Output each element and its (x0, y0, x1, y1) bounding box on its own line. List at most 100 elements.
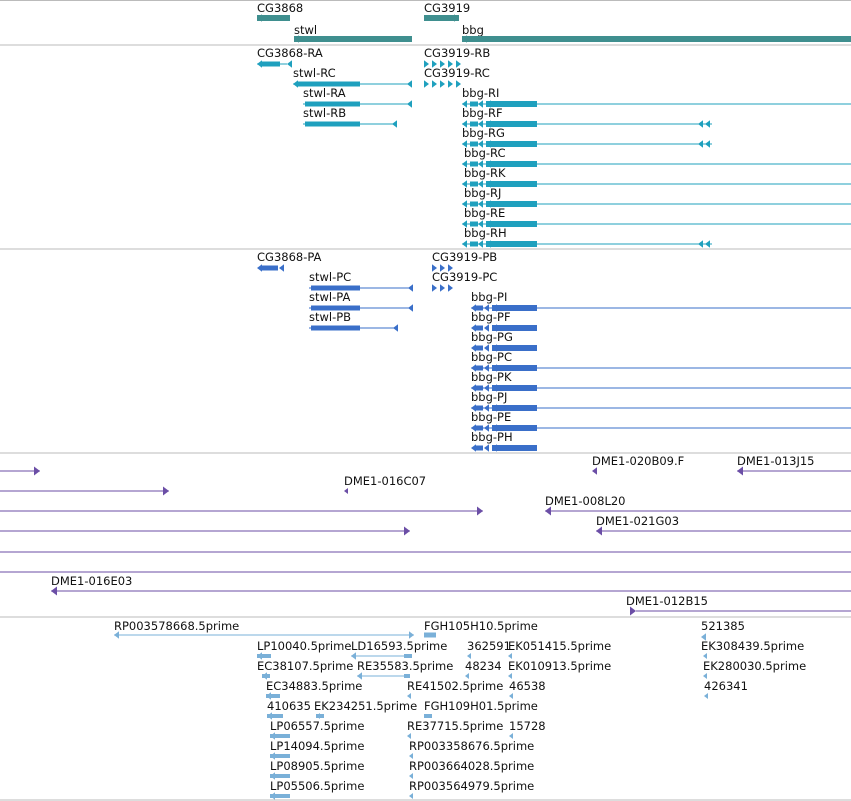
transcript-label: bbg-RJ (464, 186, 501, 200)
transcript-arrow (432, 80, 437, 88)
transcript-arrow (705, 240, 710, 248)
est-label: 15728 (509, 719, 546, 733)
est-arrow (270, 732, 275, 740)
transcript-arrow (440, 80, 445, 88)
transcript-label: CG3919-RB (424, 46, 490, 60)
transcript-exon (470, 161, 478, 167)
protein-label: CG3868-PA (257, 250, 322, 264)
est-label: 362591 (467, 639, 511, 653)
transcript-exon (486, 181, 537, 187)
transcript-label: bbg-RE (464, 206, 505, 220)
protein-segment (476, 425, 483, 431)
protein-segment (311, 305, 360, 311)
transcript-exon (486, 241, 537, 247)
protein-segment (476, 345, 483, 351)
transcript-arrow (462, 200, 467, 208)
transcript-label: bbg-RH (464, 226, 507, 240)
transcript-arrow (456, 60, 461, 68)
est-arrow (407, 733, 411, 739)
transcript-arrow (440, 60, 445, 68)
est-arrow (267, 712, 272, 720)
protein-segment (311, 325, 360, 331)
transcript-label: CG3919-RC (424, 66, 490, 80)
protein-arrow (471, 384, 476, 392)
transcript-label: stwl-RA (303, 86, 346, 100)
transcript-exon (305, 121, 360, 127)
transcript-arrow (407, 100, 412, 108)
est-arrow (114, 631, 119, 639)
gene-label: stwl (294, 23, 317, 37)
protein-arrow (484, 324, 489, 332)
transcript-exon (297, 81, 360, 87)
protein-segment (476, 305, 483, 311)
protein-arrow (484, 384, 489, 392)
est-arrow (316, 713, 320, 719)
transcript-exon (470, 121, 478, 127)
transcript-label: stwl-RB (303, 106, 346, 120)
clone-arrow (737, 466, 743, 476)
gene-label: CG3868 (257, 1, 303, 15)
transcript-arrow (462, 240, 467, 248)
protein-label: bbg-PC (471, 350, 512, 364)
protein-arrow (471, 404, 476, 412)
clone-label: DME1-016E03 (51, 574, 132, 588)
protein-segment (476, 385, 483, 391)
transcript-arrow (287, 60, 292, 68)
clone-label: DME1-016C07 (344, 474, 426, 488)
protein-arrow (448, 284, 453, 292)
est-arrow (703, 653, 707, 659)
protein-arrow (492, 444, 497, 452)
est-label: RP003358676.5prime (409, 739, 534, 753)
est-feature (424, 632, 436, 638)
protein-segment (492, 445, 537, 451)
protein-segment (492, 345, 537, 351)
protein-segment (476, 445, 483, 451)
protein-arrow (393, 324, 398, 332)
transcript-arrow (478, 220, 483, 228)
transcript-arrow (424, 60, 429, 68)
clone-label: DME1-013J15 (737, 454, 815, 468)
protein-arrow (408, 284, 413, 292)
transcript-arrow (486, 140, 491, 148)
est-arrow (351, 652, 356, 660)
transcript-label: bbg-RF (462, 106, 503, 120)
transcript-arrow (293, 80, 298, 88)
transcript-label: stwl-RC (293, 66, 336, 80)
transcript-arrow (462, 180, 467, 188)
protein-arrow (492, 404, 497, 412)
transcript-arrow (432, 60, 437, 68)
est-label: LP14094.5prime (270, 739, 364, 753)
est-label: EK010913.5prime (508, 659, 611, 673)
est-feature (270, 734, 290, 738)
clone-label: DME1-008L20 (545, 494, 626, 508)
transcript-arrow (486, 240, 491, 248)
protein-arrow (448, 264, 453, 272)
est-label: RE37715.5prime (407, 719, 503, 733)
transcript-arrow (257, 60, 262, 68)
est-label: EC34883.5prime (266, 679, 362, 693)
transcript-exon (470, 221, 478, 227)
est-label: RE41502.5prime (407, 679, 503, 693)
est-arrow (703, 673, 707, 679)
clone-arrow (477, 506, 483, 516)
transcript-arrow (486, 160, 491, 168)
gene-feature (462, 36, 851, 42)
transcript-arrow (698, 120, 703, 128)
transcript-arrow (705, 140, 710, 148)
est-arrow (270, 792, 275, 800)
transcript-arrow (448, 80, 453, 88)
est-arrow (508, 673, 512, 679)
protein-arrow (484, 404, 489, 412)
protein-arrow (471, 424, 476, 432)
transcript-arrow (392, 120, 397, 128)
protein-arrow (471, 324, 476, 332)
transcript-arrow (486, 200, 491, 208)
transcript-arrow (456, 80, 461, 88)
protein-segment (476, 365, 483, 371)
transcript-arrow (705, 120, 710, 128)
est-label: RE35583.5prime (357, 659, 453, 673)
transcript-arrow (486, 220, 491, 228)
transcript-arrow (478, 200, 483, 208)
clone-label: DME1-012B15 (626, 594, 708, 608)
protein-arrow (484, 344, 489, 352)
